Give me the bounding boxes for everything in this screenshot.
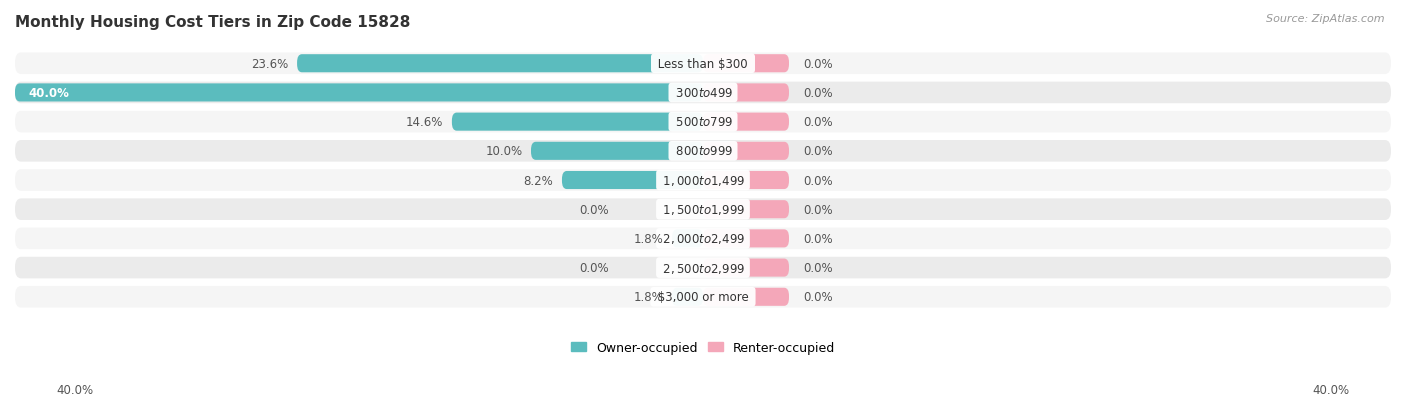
Text: Less than $300: Less than $300 <box>654 57 752 71</box>
Text: 1.8%: 1.8% <box>634 233 664 245</box>
Text: Monthly Housing Cost Tiers in Zip Code 15828: Monthly Housing Cost Tiers in Zip Code 1… <box>15 15 411 30</box>
Text: $2,500 to $2,999: $2,500 to $2,999 <box>659 261 747 275</box>
FancyBboxPatch shape <box>297 55 703 73</box>
Text: $1,500 to $1,999: $1,500 to $1,999 <box>659 203 747 217</box>
Text: 0.0%: 0.0% <box>803 261 832 274</box>
Text: 0.0%: 0.0% <box>803 116 832 129</box>
Text: 0.0%: 0.0% <box>803 291 832 304</box>
Text: 0.0%: 0.0% <box>579 203 609 216</box>
FancyBboxPatch shape <box>451 113 703 131</box>
Text: $800 to $999: $800 to $999 <box>672 145 734 158</box>
Text: $500 to $799: $500 to $799 <box>672 116 734 129</box>
Text: 8.2%: 8.2% <box>523 174 554 187</box>
Text: 0.0%: 0.0% <box>803 57 832 71</box>
FancyBboxPatch shape <box>703 84 789 102</box>
Text: $300 to $499: $300 to $499 <box>672 87 734 100</box>
FancyBboxPatch shape <box>15 286 1391 308</box>
FancyBboxPatch shape <box>15 84 703 102</box>
FancyBboxPatch shape <box>15 257 1391 279</box>
FancyBboxPatch shape <box>703 113 789 131</box>
Text: 40.0%: 40.0% <box>1313 384 1350 396</box>
FancyBboxPatch shape <box>15 170 1391 191</box>
Text: 0.0%: 0.0% <box>803 174 832 187</box>
Text: Source: ZipAtlas.com: Source: ZipAtlas.com <box>1267 14 1385 24</box>
Text: 14.6%: 14.6% <box>406 116 443 129</box>
FancyBboxPatch shape <box>531 142 703 161</box>
Text: 1.8%: 1.8% <box>634 291 664 304</box>
FancyBboxPatch shape <box>15 141 1391 162</box>
FancyBboxPatch shape <box>703 171 789 190</box>
FancyBboxPatch shape <box>672 230 703 248</box>
Text: $3,000 or more: $3,000 or more <box>654 291 752 304</box>
FancyBboxPatch shape <box>15 199 1391 221</box>
Legend: Owner-occupied, Renter-occupied: Owner-occupied, Renter-occupied <box>567 336 839 359</box>
Text: 0.0%: 0.0% <box>803 233 832 245</box>
FancyBboxPatch shape <box>562 171 703 190</box>
FancyBboxPatch shape <box>15 53 1391 75</box>
FancyBboxPatch shape <box>15 228 1391 249</box>
Text: 0.0%: 0.0% <box>579 261 609 274</box>
Text: 0.0%: 0.0% <box>803 203 832 216</box>
Text: 0.0%: 0.0% <box>803 87 832 100</box>
FancyBboxPatch shape <box>703 142 789 161</box>
Text: 23.6%: 23.6% <box>252 57 288 71</box>
Text: $2,000 to $2,499: $2,000 to $2,499 <box>659 232 747 246</box>
FancyBboxPatch shape <box>15 83 1391 104</box>
Text: $1,000 to $1,499: $1,000 to $1,499 <box>659 173 747 188</box>
FancyBboxPatch shape <box>703 201 789 219</box>
Text: 40.0%: 40.0% <box>28 87 70 100</box>
Text: 0.0%: 0.0% <box>803 145 832 158</box>
Text: 40.0%: 40.0% <box>56 384 93 396</box>
Text: 10.0%: 10.0% <box>485 145 523 158</box>
FancyBboxPatch shape <box>672 288 703 306</box>
FancyBboxPatch shape <box>703 288 789 306</box>
FancyBboxPatch shape <box>15 112 1391 133</box>
FancyBboxPatch shape <box>703 259 789 277</box>
FancyBboxPatch shape <box>703 230 789 248</box>
FancyBboxPatch shape <box>703 55 789 73</box>
